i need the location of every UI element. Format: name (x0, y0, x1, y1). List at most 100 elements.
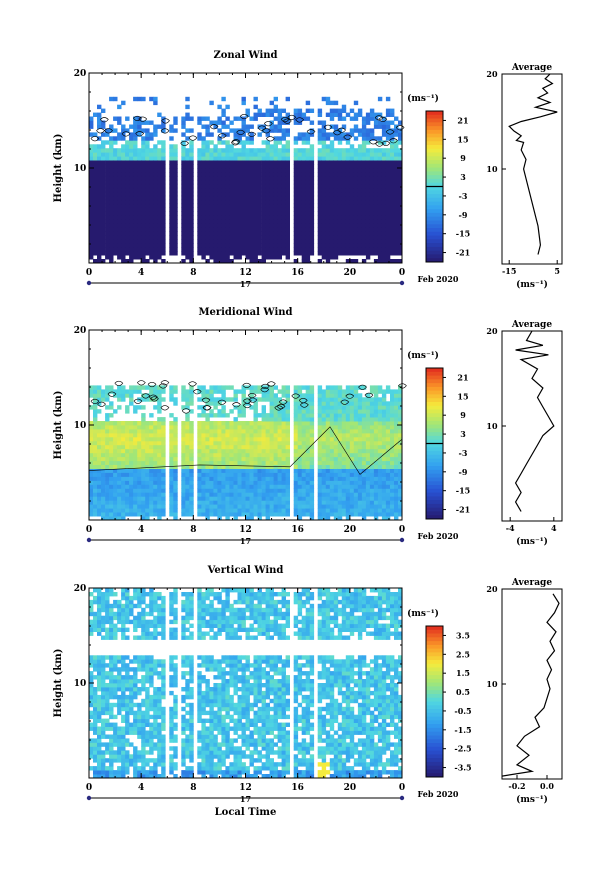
colorbar-tick-label: -9 (459, 467, 468, 477)
date-bar-marker (399, 795, 405, 801)
date-label: Feb 2020 (418, 531, 459, 541)
colorbar-segment (426, 171, 443, 176)
profile-line (508, 73, 558, 255)
date-bar-marker (86, 537, 92, 543)
x-tick-label: 4 (138, 783, 144, 793)
colorbar-segment (426, 709, 443, 714)
colorbar-segment (426, 243, 443, 248)
colorbar-segment (426, 629, 443, 635)
colorbar-segment (426, 235, 443, 240)
profile-title: Average (511, 63, 552, 73)
colorbar-segment (426, 648, 443, 653)
panel-meridional: Meridional Wind 0 4 8 12 16 20 0 10 20 Height (km)… (53, 307, 563, 547)
profile-x-tick-label: 4 (551, 523, 557, 533)
colorbar-segment (426, 141, 443, 146)
profile-panel: Average -0.2 0.0 10 20 (ms⁻¹) (486, 578, 563, 805)
x-tick-label: 12 (239, 268, 252, 278)
colorbar-segment (426, 254, 443, 259)
profile-x-tick-label: -0.2 (508, 781, 525, 791)
colorbar-segment (426, 246, 443, 252)
colorbar-segment (426, 663, 443, 669)
colorbar-segment (426, 368, 443, 373)
colorbar-segment (426, 701, 443, 706)
y-tick-label: 10 (74, 679, 87, 689)
profile-y-tick-label: 20 (486, 584, 498, 594)
x-tick-label: 16 (291, 268, 304, 278)
colorbar-segment (426, 156, 443, 161)
y-axis-label: Height (km) (53, 391, 64, 460)
colorbar-segment (426, 644, 443, 650)
colorbar: (ms⁻¹) 21 15 9 3 -3 -9 -15 -21 (407, 93, 470, 263)
colorbar-segment (426, 118, 443, 123)
colorbar-segment (426, 375, 443, 380)
colorbar-segment (426, 739, 443, 744)
zero-contour (88, 380, 407, 475)
colorbar-segment (426, 114, 443, 120)
y-axis-label: Height (km) (53, 134, 64, 203)
colorbar-tick-label: -3 (459, 191, 468, 201)
colorbar-segment (426, 216, 443, 221)
colorbar-segment (426, 720, 443, 725)
colorbar-segment (426, 413, 443, 418)
colorbar-tick-label: -15 (456, 486, 470, 496)
colorbar-segment (426, 652, 443, 657)
colorbar-segment (426, 224, 443, 229)
profile-frame (501, 73, 563, 265)
colorbar-segment (426, 371, 443, 377)
colorbar-segment (426, 515, 443, 520)
profile-y-tick-label: 10 (486, 679, 498, 689)
date-label: Feb 2020 (418, 274, 459, 284)
colorbar-segment (426, 458, 443, 463)
plot-title: Zonal Wind (213, 50, 277, 61)
colorbar-segment (426, 496, 443, 501)
colorbar-segment (426, 194, 443, 199)
colorbar-segment (426, 454, 443, 460)
colorbar-segment (426, 231, 443, 237)
colorbar-segment (426, 488, 443, 494)
colorbar-segment (426, 148, 443, 154)
profile-x-tick-label: 0.0 (540, 781, 554, 791)
colorbar-segment (426, 466, 443, 471)
x-axis-label: Local Time (215, 807, 277, 818)
colorbar-segment (426, 697, 443, 702)
colorbar-segment (426, 111, 443, 116)
colorbar-segment (426, 637, 443, 642)
colorbar-segment (426, 209, 443, 214)
colorbar-tick-label: 3 (460, 429, 466, 439)
profile-x-tick-label: -4 (506, 523, 515, 533)
date-bar-marker (86, 795, 92, 801)
colorbar-segment (426, 163, 443, 169)
x-tick-label: 0 (399, 783, 405, 793)
x-tick-label: 8 (190, 783, 196, 793)
colorbar-tick-label: 21 (457, 372, 468, 382)
colorbar-segment (426, 133, 443, 138)
colorbar-segment (426, 175, 443, 180)
colorbar-segment (426, 145, 443, 150)
profile-panel: Average -15 5 10 20 (ms⁻¹) (486, 63, 563, 290)
colorbar-segment (426, 428, 443, 433)
x-tick-label: 20 (344, 783, 357, 793)
colorbar-segment (426, 633, 443, 638)
x-tick-label: 4 (138, 268, 144, 278)
profile-line (501, 593, 560, 777)
colorbar-segment (426, 503, 443, 509)
profile-x-tick-label: -15 (502, 266, 516, 276)
colorbar-segment (426, 152, 443, 157)
colorbar-segment (426, 212, 443, 218)
colorbar-tick-label: 15 (457, 134, 468, 144)
colorbar-segment (426, 167, 443, 172)
colorbar-segment (426, 473, 443, 478)
x-tick-label: 20 (344, 268, 357, 278)
colorbar-segment (426, 383, 443, 388)
y-tick-label: 20 (74, 69, 87, 79)
colorbar-tick-label: 1.5 (456, 668, 470, 678)
profile-frame (501, 330, 563, 522)
colorbar-segment (426, 754, 443, 759)
x-tick-label: 20 (344, 525, 357, 535)
colorbar-segment (426, 186, 443, 191)
colorbar-tick-label: -3.5 (454, 763, 471, 773)
colorbar-segment (426, 743, 443, 748)
colorbar-segment (426, 758, 443, 763)
colorbar-tick-label: -2.5 (454, 744, 471, 754)
colorbar-segment (426, 228, 443, 233)
